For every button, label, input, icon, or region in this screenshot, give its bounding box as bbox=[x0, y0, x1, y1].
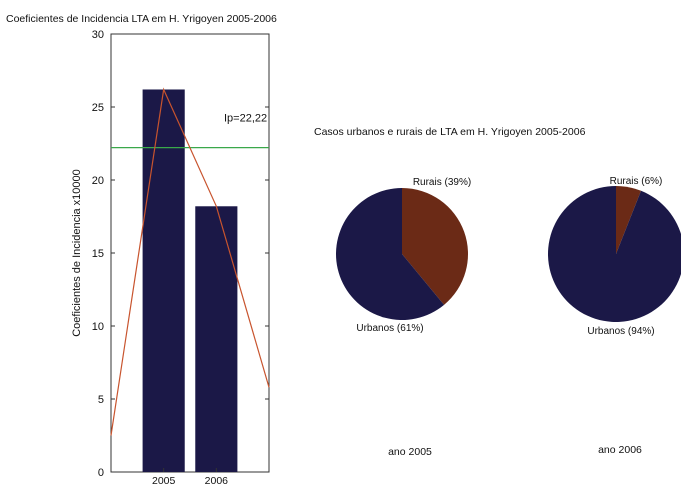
y-tick-label: 10 bbox=[92, 321, 104, 333]
bar-chart-ylabel: Coeficientes de Incidencia x10000 bbox=[71, 169, 83, 337]
y-tick-label: 25 bbox=[92, 102, 104, 114]
pie-slice-urbanos bbox=[336, 188, 445, 320]
pie-label-urbanos: Urbanos (61%) bbox=[356, 323, 423, 334]
pie-label-rurais: Rurais (6%) bbox=[610, 176, 663, 187]
pie-chart-2006: Rurais (6%) Urbanos (94%) bbox=[548, 176, 681, 337]
pie-2005-caption: ano 2005 bbox=[388, 446, 432, 458]
trend-line bbox=[110, 87, 270, 436]
pie-slice-urbanos bbox=[548, 186, 681, 322]
pie-2006-caption: ano 2006 bbox=[598, 444, 642, 456]
plot-area-frame bbox=[110, 33, 270, 473]
x-tick-label: 2006 bbox=[205, 475, 229, 486]
bar-chart: 0 5 10 15 20 25 30 2005 2006 Ip=22,22 bbox=[92, 29, 270, 486]
pie-label-rurais: Rurais (39%) bbox=[413, 177, 471, 188]
pie-slice-rurais bbox=[616, 186, 642, 254]
y-tick-label: 5 bbox=[98, 394, 104, 406]
bar-chart-title: Coeficientes de Incidencia LTA em H. Yri… bbox=[6, 13, 277, 25]
y-tick-label: 20 bbox=[92, 175, 104, 187]
bar bbox=[142, 89, 185, 472]
y-tick-label: 15 bbox=[92, 248, 104, 260]
bar bbox=[195, 206, 238, 472]
reference-line-label: Ip=22,22 bbox=[224, 113, 267, 125]
pie-chart-2005: Rurais (39%) Urbanos (61%) bbox=[336, 177, 471, 334]
x-tick-label: 2005 bbox=[152, 475, 176, 486]
pie-label-urbanos: Urbanos (94%) bbox=[587, 326, 654, 337]
pie-slice-rurais bbox=[402, 188, 468, 305]
y-tick-label: 30 bbox=[92, 29, 104, 41]
pie-chart-title: Casos urbanos e rurais de LTA em H. Yrig… bbox=[314, 126, 586, 138]
y-tick-label: 0 bbox=[98, 467, 104, 479]
